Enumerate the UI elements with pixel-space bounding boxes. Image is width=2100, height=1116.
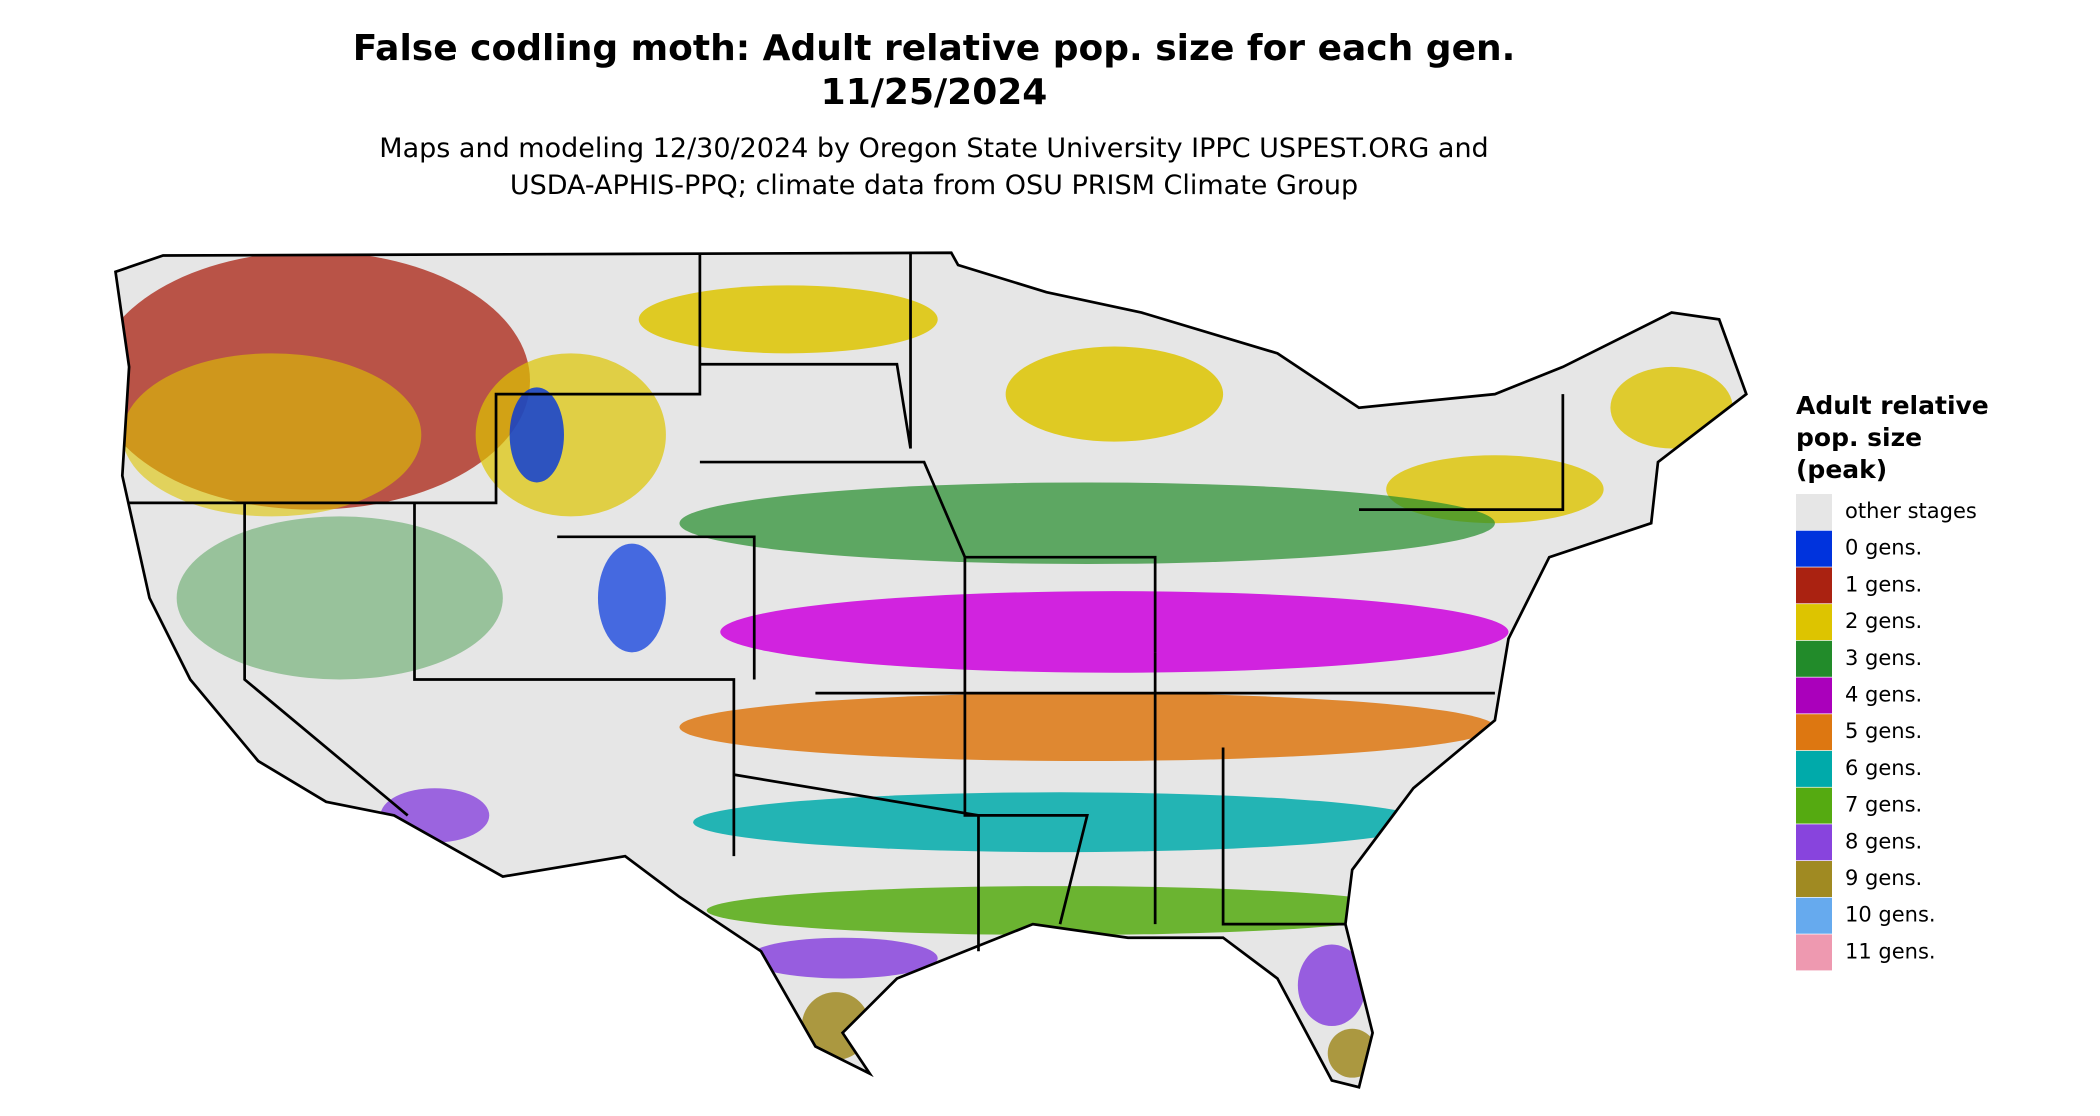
legend-label: 10 gens. (1845, 903, 1936, 927)
legend-label: 6 gens. (1845, 756, 1922, 780)
legend-swatch (1796, 567, 1832, 604)
legend-title: Adult relative (1796, 391, 1989, 420)
legend-swatch (1796, 677, 1832, 714)
legend-swatch (1796, 897, 1832, 934)
legend-title: pop. size (1796, 423, 1922, 452)
legend: Adult relative pop. size (peak) other st… (1796, 391, 1989, 971)
legend-label: 5 gens. (1845, 719, 1922, 743)
title: False codling moth: Adult relative pop. … (353, 28, 1516, 69)
legend-swatch (1796, 494, 1832, 530)
legend-swatch (1796, 934, 1832, 971)
subtitle: Maps and modeling 12/30/2024 by Oregon S… (379, 133, 1488, 164)
legend-title: (peak) (1796, 455, 1887, 484)
legend-label: 0 gens. (1845, 536, 1922, 560)
legend-label: 11 gens. (1845, 939, 1936, 963)
legend-label: 1 gens. (1845, 572, 1922, 596)
legend-label: 3 gens. (1845, 646, 1922, 670)
legend-swatch (1796, 787, 1832, 824)
legend-label: 2 gens. (1845, 609, 1922, 633)
legend-label: 4 gens. (1845, 683, 1922, 707)
legend-label: 8 gens. (1845, 829, 1922, 853)
legend-label: 9 gens. (1845, 866, 1922, 890)
legend-swatch (1796, 824, 1832, 861)
legend-swatch (1796, 714, 1832, 751)
legend-swatch (1796, 640, 1832, 677)
legend-swatch (1796, 861, 1832, 897)
legend-label: 7 gens. (1845, 793, 1922, 817)
state-borders (114, 251, 1748, 1089)
subtitle: USDA-APHIS-PPQ; climate data from OSU PR… (510, 170, 1358, 201)
legend-swatch (1796, 604, 1832, 641)
legend-swatch (1796, 750, 1832, 787)
legend-label: other stages (1845, 499, 1977, 523)
legend-swatch (1796, 530, 1832, 567)
title: 11/25/2024 (821, 72, 1048, 113)
